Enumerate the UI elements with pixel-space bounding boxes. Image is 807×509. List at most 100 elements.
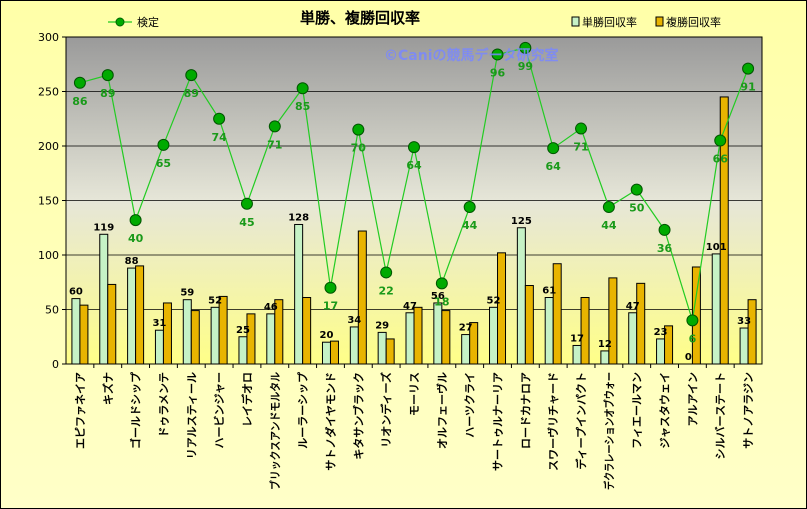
place-rate-bar (580, 297, 590, 365)
win-rate-label: 47 (403, 301, 417, 312)
win-rate-bar (71, 298, 81, 365)
test-point (519, 41, 532, 54)
y-tick-label: 50 (45, 304, 59, 317)
place-rate-bar (385, 338, 395, 365)
test-point (380, 266, 393, 279)
test-point (714, 134, 727, 147)
place-rate-bar (497, 252, 507, 365)
win-rate-bar (127, 267, 137, 365)
category-label: ジャスタウェイ (659, 372, 672, 448)
test-point (324, 281, 337, 294)
win-rate-label: 52 (487, 295, 501, 306)
y-tick-label: 150 (38, 195, 59, 208)
place-rate-bar (719, 96, 729, 365)
win-rate-bar (516, 227, 526, 365)
test-value-label: 86 (72, 95, 88, 108)
win-rate-label: 31 (152, 318, 166, 329)
place-rate-bar (636, 282, 646, 365)
place-rate-bar (246, 313, 256, 365)
test-point (630, 183, 643, 196)
test-point (296, 82, 309, 95)
category-label: オルフェーヴル (435, 372, 449, 449)
category-label: ハーツクライ (464, 372, 477, 438)
test-point (602, 201, 615, 214)
category-label: ディープインパクト (574, 372, 588, 470)
win-rate-label: 0 (685, 352, 692, 363)
test-value-label: 44 (462, 219, 478, 232)
test-point (129, 214, 142, 227)
win-rate-bar (99, 233, 109, 365)
win-rate-label: 33 (737, 316, 751, 327)
place-rate-bar (524, 285, 534, 365)
test-value-label: 85 (295, 100, 310, 113)
test-value-label: 66 (713, 153, 729, 166)
test-line: 86 89 40 65 89 74 45 71 85 17 70 22 64 18 44 96 99 64 71 44… (72, 41, 756, 345)
win-rate-label: 46 (264, 302, 278, 313)
place-rate-bar (441, 310, 451, 365)
win-rate-bar (628, 312, 638, 365)
win-rate-label: 119 (93, 222, 114, 233)
win-rate-label: 125 (511, 216, 532, 227)
test-point (352, 123, 365, 136)
win-rate-label: 52 (208, 295, 222, 306)
win-rate-bar (739, 327, 749, 365)
legend-swatch-place (655, 16, 664, 27)
test-point (463, 201, 476, 214)
y-tick-label: 250 (38, 86, 59, 99)
chart-title: 単勝、複勝回収率 (300, 9, 420, 27)
test-value-label: 71 (573, 141, 588, 154)
win-rate-bar (600, 350, 610, 365)
place-rate-bar (135, 265, 145, 365)
category-label: ドゥラメンテ (157, 372, 170, 438)
place-rate-bar (218, 295, 228, 365)
win-rate-bar (182, 299, 192, 365)
win-rate-bar (461, 334, 471, 365)
win-rate-bar (154, 329, 164, 365)
place-rate-bar (79, 304, 89, 365)
legend-label-win: 単勝回収率 (582, 15, 637, 29)
category-label: ロードカナロア (519, 372, 532, 449)
win-rate-label: 128 (288, 212, 309, 223)
legend-dot-marker (115, 17, 125, 27)
place-rate-bar (107, 283, 117, 365)
test-point (547, 142, 560, 155)
win-rate-label: 12 (598, 339, 612, 350)
test-point (408, 141, 420, 154)
test-value-label: 50 (629, 202, 645, 215)
test-value-label: 65 (156, 157, 171, 170)
test-point (658, 223, 671, 236)
test-point (185, 69, 198, 82)
legend: 検定 単勝回収率 複勝回収率 (108, 15, 721, 29)
win-rate-label: 17 (570, 333, 584, 344)
win-rate-label: 60 (69, 287, 83, 298)
y-tick-label: 0 (52, 358, 59, 371)
test-point (575, 122, 588, 135)
y-tick-label: 100 (38, 249, 59, 262)
win-rate-label: 56 (431, 291, 445, 302)
test-point (742, 62, 755, 75)
test-value-label: 64 (406, 159, 422, 172)
place-rate-bar (664, 325, 674, 365)
test-value-label: 40 (128, 232, 144, 245)
place-rate-bar (608, 277, 618, 365)
test-value-label: 6 (689, 332, 697, 345)
category-label: リアルスティール (185, 372, 198, 459)
category-label: レイデオロ (240, 372, 254, 427)
test-value-label: 22 (379, 284, 394, 297)
category-label: アルアイン (686, 372, 699, 426)
win-rate-bar (656, 338, 666, 365)
test-point (157, 138, 170, 151)
category-label: キタサンブラック (351, 372, 365, 460)
category-label: シルバーステート (714, 372, 727, 459)
category-label: リオンディーズ (379, 372, 393, 448)
y-tick-label: 300 (38, 31, 59, 44)
category-label: モーリス (408, 372, 421, 416)
place-rate-bar (190, 310, 200, 365)
category-label: サートゥルナーリア (492, 372, 505, 471)
category-label: デクラレーションオブウォー (602, 372, 616, 490)
legend-label-test: 検定 (137, 15, 159, 29)
test-point (268, 120, 281, 133)
place-rate-bar (329, 340, 339, 365)
test-value-label: 74 (211, 131, 227, 144)
